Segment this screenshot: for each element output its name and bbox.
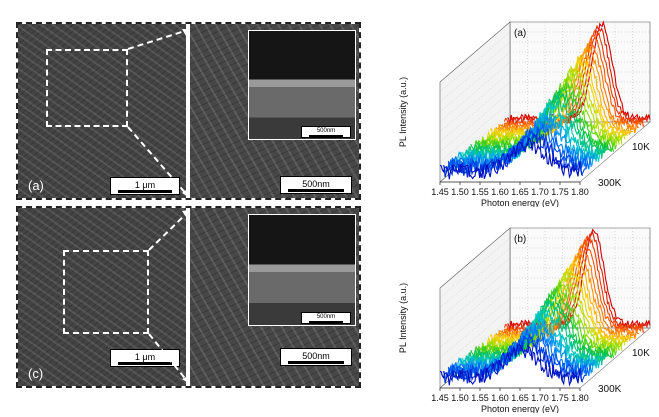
chart-panel-label: (b) bbox=[514, 234, 526, 245]
x-tick-label: 1.50 bbox=[451, 187, 469, 197]
x-tick-label: 1.45 bbox=[431, 393, 449, 403]
x-axis-label: Photon energy (eV) bbox=[481, 404, 559, 413]
x-tick-label: 1.60 bbox=[491, 393, 509, 403]
sem-image-top-zoom: 500nm 500nm bbox=[190, 24, 359, 198]
scalebar-zoom-bottom-label: 500nm bbox=[302, 350, 330, 361]
scalebar-main-bar bbox=[118, 189, 172, 193]
spectrum-line bbox=[487, 56, 629, 142]
zoom-region-box bbox=[46, 49, 128, 127]
x-tick-label: 1.75 bbox=[551, 393, 569, 403]
scalebar-inset-bottom: 500nm bbox=[301, 312, 351, 324]
grid-line bbox=[439, 101, 511, 163]
scalebar-main-bottom-bar bbox=[118, 361, 172, 365]
spectrum-line bbox=[482, 68, 623, 147]
spectrum-line bbox=[489, 259, 631, 345]
grid-line bbox=[439, 257, 511, 319]
scalebar-zoom-bar bbox=[288, 188, 344, 192]
x-tick-label: 1.60 bbox=[491, 187, 509, 197]
grid-line bbox=[439, 81, 511, 143]
grid-line bbox=[439, 247, 511, 309]
spectrum-line bbox=[487, 263, 628, 348]
spectrum-line bbox=[450, 120, 592, 173]
x-axis: 1.45 1.50 1.55 1.60 1.65 1.70 1.75 1.80 Photon e… bbox=[431, 387, 589, 413]
x-tick-label: 1.80 bbox=[571, 187, 589, 197]
grid-line bbox=[439, 287, 511, 349]
x-axis-label: Photon energy (eV) bbox=[481, 198, 559, 207]
pl-spectra bbox=[439, 228, 651, 387]
grid-line bbox=[439, 307, 511, 369]
chart-panel-label: (a) bbox=[514, 28, 526, 39]
spectrum-line bbox=[479, 278, 620, 355]
pl-chart-a: 1.45 1.50 1.55 1.60 1.65 1.70 1.75 1.80 Photon e… bbox=[398, 20, 651, 207]
scalebar-inset: 500nm bbox=[301, 126, 351, 138]
scalebar-inset-bottom-label: 500nm bbox=[316, 313, 336, 320]
sem-panel-bottom bbox=[16, 206, 361, 388]
x-tick-label: 1.55 bbox=[471, 393, 489, 403]
x-tick-label: 1.70 bbox=[531, 393, 549, 403]
x-tick-label: 1.65 bbox=[511, 393, 529, 403]
depth-label-300k: 300K bbox=[598, 178, 622, 189]
pl-chart-b: 1.45 1.50 1.55 1.60 1.65 1.70 1.75 1.80 Photon e… bbox=[398, 227, 651, 413]
spectrum-line bbox=[479, 72, 620, 149]
depth-label-10k: 10K bbox=[632, 348, 650, 359]
x-tick-label: 1.75 bbox=[551, 187, 569, 197]
pl-spectra bbox=[439, 20, 651, 180]
grid-line bbox=[439, 71, 511, 133]
x-axis: 1.45 1.50 1.55 1.60 1.65 1.70 1.75 1.80 Photon e… bbox=[431, 181, 589, 207]
depth-label-10k: 10K bbox=[632, 142, 650, 153]
scalebar-zoom: 500nm bbox=[280, 176, 352, 194]
spectrum-line bbox=[509, 20, 651, 124]
scalebar-zoom-bottom-bar bbox=[288, 360, 344, 364]
scalebar-zoom-bottom: 500nm bbox=[280, 348, 352, 366]
scalebar-zoom-label: 500nm bbox=[302, 178, 330, 189]
spectrum-line bbox=[439, 344, 581, 387]
x-tick-label: 1.70 bbox=[531, 187, 549, 197]
panel-label-c: (c) bbox=[28, 366, 44, 381]
cross-section-inset-top: 500nm bbox=[248, 30, 356, 140]
depth-label-300k: 300K bbox=[598, 384, 622, 395]
scalebar-inset-label: 500nm bbox=[316, 127, 336, 134]
x-tick-label: 1.55 bbox=[471, 187, 489, 197]
spectrum-line bbox=[495, 43, 637, 135]
sem-panel-top bbox=[16, 22, 361, 200]
spectrum-line bbox=[484, 268, 626, 350]
scalebar-main-label: 1 μm bbox=[134, 179, 156, 190]
spectrum-line bbox=[439, 137, 581, 180]
grid-line bbox=[439, 61, 511, 123]
sem-image-top-main: (a) 1 μm bbox=[18, 24, 186, 198]
scalebar-main-bottom: 1 μm bbox=[110, 349, 180, 367]
grid-line bbox=[439, 41, 511, 103]
grid-line bbox=[439, 297, 511, 359]
spectrum-line bbox=[450, 324, 592, 378]
panel-label-a: (a) bbox=[28, 178, 44, 193]
scalebar-inset-bar bbox=[309, 134, 343, 137]
scalebar-inset-bottom-bar bbox=[309, 320, 343, 323]
y-axis-label: PL Intensity (a.u.) bbox=[398, 283, 408, 353]
x-tick-label: 1.80 bbox=[571, 393, 589, 403]
x-tick-label: 1.65 bbox=[511, 187, 529, 197]
y-axis-label: PL Intensity (a.u.) bbox=[398, 77, 408, 147]
cross-section-inset-bottom: 500nm bbox=[248, 214, 356, 326]
zoom-region-box-bottom bbox=[63, 250, 149, 334]
grid-line bbox=[439, 31, 511, 93]
grid-line bbox=[439, 51, 511, 113]
sem-image-bottom-zoom: 500nm 500nm bbox=[190, 208, 359, 386]
scalebar-main: 1 μm bbox=[110, 177, 180, 195]
grid-line bbox=[439, 237, 511, 299]
scalebar-main-bottom-label: 1 μm bbox=[134, 351, 156, 362]
x-tick-label: 1.45 bbox=[431, 187, 449, 197]
x-tick-label: 1.50 bbox=[451, 393, 469, 403]
spectrum-line bbox=[501, 34, 643, 130]
grid-line bbox=[439, 267, 511, 329]
spectrum-line bbox=[445, 334, 586, 383]
sem-image-bottom-main: (c) 1 μm bbox=[18, 208, 186, 386]
spectrum-line bbox=[484, 63, 626, 144]
grid-line bbox=[439, 91, 511, 153]
grid-line bbox=[439, 277, 511, 339]
